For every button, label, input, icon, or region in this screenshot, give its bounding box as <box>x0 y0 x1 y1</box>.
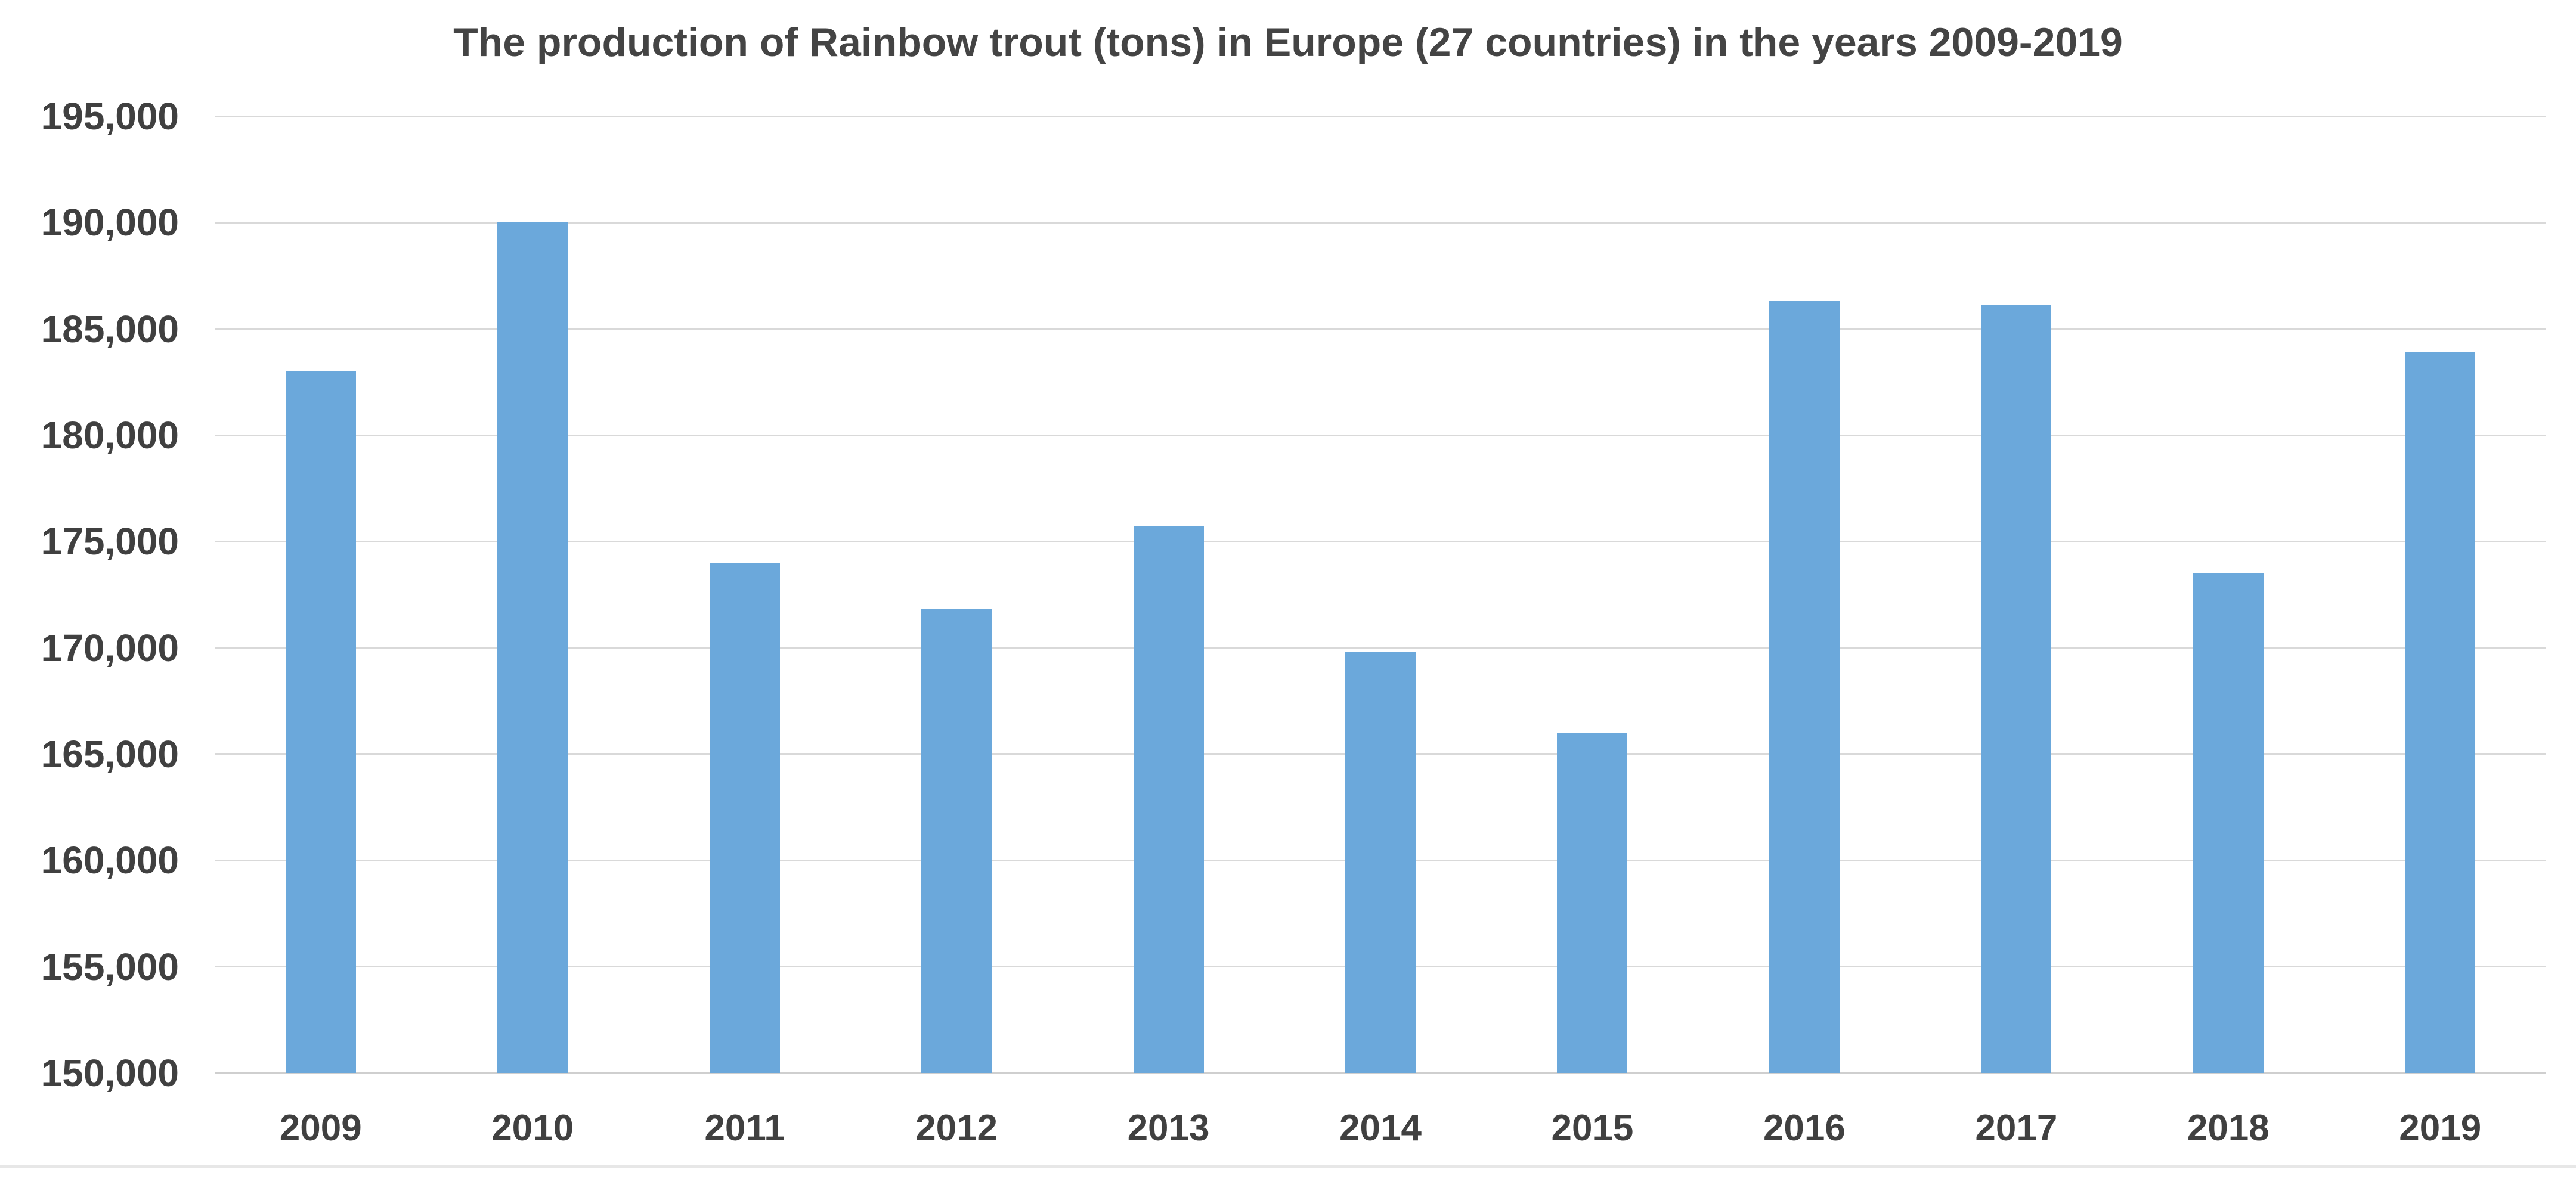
x-tick-label: 2014 <box>1339 1108 1422 1149</box>
x-tick-label: 2018 <box>2187 1108 2270 1149</box>
bar-2012 <box>921 609 992 1073</box>
y-tick-label: 155,000 <box>41 945 179 988</box>
y-tick-label: 185,000 <box>41 307 179 351</box>
x-tick-label: 2015 <box>1551 1108 1634 1149</box>
x-tick-label: 2019 <box>2399 1108 2482 1149</box>
x-tick-label: 2013 <box>1127 1108 1210 1149</box>
x-tick-label: 2009 <box>279 1108 362 1149</box>
bar-2011 <box>709 563 780 1073</box>
bar-2018 <box>2193 573 2264 1073</box>
gridline <box>215 328 2546 330</box>
x-tick-label: 2016 <box>1763 1108 1846 1149</box>
gridline <box>215 540 2546 542</box>
gridline <box>215 434 2546 436</box>
x-tick-label: 2012 <box>915 1108 998 1149</box>
bar-2019 <box>2405 352 2476 1073</box>
y-tick-label: 175,000 <box>41 520 179 563</box>
y-tick-label: 170,000 <box>41 626 179 669</box>
bar-2015 <box>1557 733 1628 1073</box>
gridline <box>215 647 2546 649</box>
y-tick-label: 180,000 <box>41 414 179 457</box>
page-divider <box>0 1165 2576 1168</box>
bar-2017 <box>1981 305 2052 1073</box>
x-axis-line <box>215 1072 2546 1074</box>
bar-2009 <box>285 371 356 1073</box>
bar-2013 <box>1133 526 1204 1073</box>
bar-2016 <box>1769 301 1840 1073</box>
gridline <box>215 221 2546 224</box>
x-tick-label: 2010 <box>491 1108 574 1149</box>
y-tick-label: 165,000 <box>41 733 179 776</box>
bar-2014 <box>1345 652 1416 1073</box>
y-tick-label: 190,000 <box>41 201 179 244</box>
gridline <box>215 115 2546 117</box>
y-tick-label: 195,000 <box>41 95 179 138</box>
y-tick-label: 160,000 <box>41 839 179 882</box>
x-tick-label: 2011 <box>704 1108 785 1149</box>
x-tick-label: 2017 <box>1975 1108 2058 1149</box>
chart-title: The production of Rainbow trout (tons) i… <box>453 20 2123 65</box>
y-tick-label: 150,000 <box>41 1052 179 1094</box>
bar-2010 <box>497 222 568 1073</box>
